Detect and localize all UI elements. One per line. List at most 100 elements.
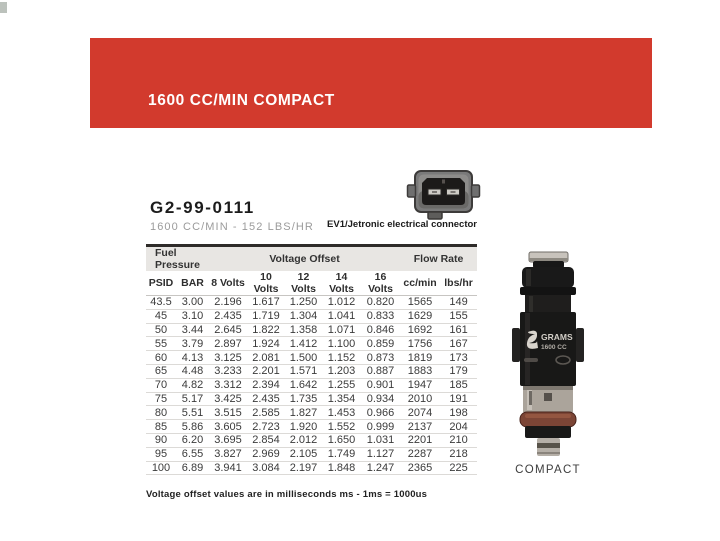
table-cell: 1.247 xyxy=(361,461,401,476)
table-cell: 210 xyxy=(440,433,478,448)
table-cell: 2137 xyxy=(400,419,441,434)
table-cell: 4.82 xyxy=(176,378,210,393)
table-cell: 1.152 xyxy=(322,350,362,365)
table-cell: 1.012 xyxy=(322,295,362,310)
col-header-16-volts: 16 Volts xyxy=(361,271,401,296)
table-cell: 3.312 xyxy=(209,378,248,393)
table-cell: 1.203 xyxy=(322,364,362,379)
col-header-14-volts: 14 Volts xyxy=(322,271,362,296)
table-row: 85 5.86 3.605 2.723 1.920 1.552 0.999 2137 204 xyxy=(146,419,478,434)
col-header-12-volts: 12 Volts xyxy=(285,271,323,296)
table-cell: 2287 xyxy=(400,447,441,462)
table-cell: 1.304 xyxy=(285,309,323,324)
table-group-header-row: Fuel Pressure Voltage Offset Flow Rate xyxy=(146,245,478,271)
table-cell: 0.999 xyxy=(361,419,401,434)
table-cell: 2074 xyxy=(400,405,441,421)
table-cell: 2.081 xyxy=(247,350,286,365)
table-cell: 4.13 xyxy=(176,350,210,365)
table-cell: 1819 xyxy=(400,350,441,365)
table-cell: 60 xyxy=(146,350,176,365)
table-cell: 1629 xyxy=(400,309,441,324)
table-cell: 1.552 xyxy=(322,419,362,434)
table-cell: 167 xyxy=(440,336,478,352)
spec-table: Fuel Pressure Voltage Offset Flow Rate P… xyxy=(146,244,478,476)
table-cell: 1.848 xyxy=(322,461,362,476)
table-cell: 45 xyxy=(146,309,176,324)
product-banner: 1600 CC/MIN COMPACT xyxy=(90,38,652,128)
table-cell: 2.645 xyxy=(209,323,248,338)
table-cell: 2.012 xyxy=(285,433,323,448)
table-row: 100 6.89 3.941 3.084 2.197 1.848 1.247 2365 225 xyxy=(146,461,478,476)
table-cell: 1.500 xyxy=(285,350,323,365)
table-cell: 179 xyxy=(440,364,478,379)
table-cell: 173 xyxy=(440,350,478,365)
table-cell: 2.394 xyxy=(247,378,286,393)
table-cell: 4.48 xyxy=(176,364,210,379)
table-cell: 155 xyxy=(440,309,478,324)
table-cell: 0.833 xyxy=(361,309,401,324)
product-subtitle: 1600 CC/MIN - 152 LBS/HR xyxy=(150,221,314,233)
table-cell: 198 xyxy=(440,405,478,421)
table-row: 60 4.13 3.125 2.081 1.500 1.152 0.873 1819 173 xyxy=(146,350,478,365)
table-cell: 1.642 xyxy=(285,378,323,393)
part-number: G2-99-0111 xyxy=(150,198,255,217)
table-cell: 161 xyxy=(440,323,478,338)
table-cell: 1.650 xyxy=(322,433,362,448)
table-cell: 1.255 xyxy=(322,378,362,393)
table-cell: 95 xyxy=(146,447,176,462)
table-cell: 3.941 xyxy=(209,461,248,476)
table-column-header-row: PSID BAR 8 Volts 10 Volts 12 Volts 14 Vo… xyxy=(146,271,478,296)
table-cell: 50 xyxy=(146,323,176,338)
table-cell: 2.435 xyxy=(247,392,286,407)
table-cell: 2.969 xyxy=(247,447,286,462)
table-cell: 1692 xyxy=(400,323,441,338)
table-cell: 1.127 xyxy=(361,447,401,462)
table-cell: 3.79 xyxy=(176,336,210,352)
table-cell: 1947 xyxy=(400,378,441,393)
table-cell: 100 xyxy=(146,461,176,476)
table-cell: 5.86 xyxy=(176,419,210,434)
table-row: 55 3.79 2.897 1.924 1.412 1.100 0.859 1756 167 xyxy=(146,336,478,352)
table-cell: 1.749 xyxy=(322,447,362,462)
table-cell: 3.233 xyxy=(209,364,248,379)
table-cell: 5.51 xyxy=(176,405,210,421)
injector-figure: GRAMS 1600 CC xyxy=(512,250,584,458)
table-row: 65 4.48 3.233 2.201 1.571 1.203 0.887 1883 179 xyxy=(146,364,478,379)
table-row: 95 6.55 3.827 2.969 2.105 1.749 1.127 2287 218 xyxy=(146,447,478,462)
table-cell: 55 xyxy=(146,336,176,352)
col-header-lbs-hr: lbs/hr xyxy=(440,271,478,296)
table-cell: 0.901 xyxy=(361,378,401,393)
table-cell: 1.617 xyxy=(247,295,286,310)
table-cell: 2.201 xyxy=(247,364,286,379)
table-cell: 0.846 xyxy=(361,323,401,338)
table-cell: 1565 xyxy=(400,295,441,310)
table-cell: 1.571 xyxy=(285,364,323,379)
table-cell: 218 xyxy=(440,447,478,462)
table-cell: 2.897 xyxy=(209,336,248,352)
footnote: Voltage offset values are in millisecond… xyxy=(146,489,428,500)
table-cell: 1.735 xyxy=(285,392,323,407)
banner-title: 1600 CC/MIN COMPACT xyxy=(148,92,335,109)
col-header-10-volts: 10 Volts xyxy=(247,271,286,296)
table-cell: 6.55 xyxy=(176,447,210,462)
table-cell: 2.723 xyxy=(247,419,286,434)
table-cell: 6.20 xyxy=(176,433,210,448)
table-cell: 1.453 xyxy=(322,405,362,421)
table-cell: 1.031 xyxy=(361,433,401,448)
table-cell: 3.084 xyxy=(247,461,286,476)
table-cell: 1.041 xyxy=(322,309,362,324)
table-cell: 1883 xyxy=(400,364,441,379)
table-cell: 185 xyxy=(440,378,478,393)
table-cell: 2.197 xyxy=(285,461,323,476)
table-cell: 2365 xyxy=(400,461,441,476)
col-header-psid: PSID xyxy=(146,271,176,296)
connector-figure xyxy=(402,164,482,220)
table-cell: 1.100 xyxy=(322,336,362,352)
table-cell: 225 xyxy=(440,461,478,476)
table-cell: 65 xyxy=(146,364,176,379)
group-header-voltage-offset: Voltage Offset xyxy=(209,245,401,271)
table-cell: 1.827 xyxy=(285,405,323,421)
table-cell: 0.966 xyxy=(361,405,401,421)
table-cell: 90 xyxy=(146,433,176,448)
table-row: 90 6.20 3.695 2.854 2.012 1.650 1.031 2201 210 xyxy=(146,433,478,448)
